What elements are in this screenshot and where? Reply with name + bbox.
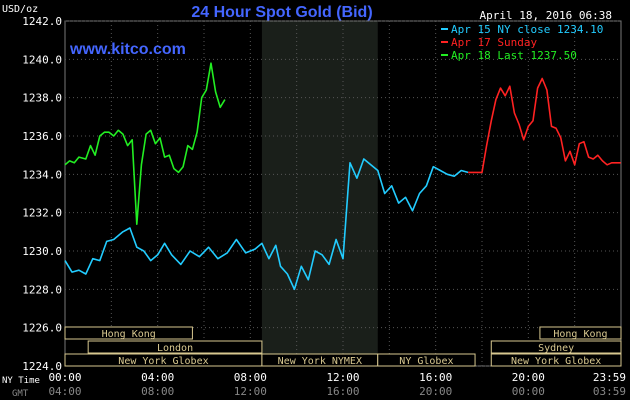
x-tick-label-gmt: 04:00 bbox=[48, 385, 81, 398]
y-tick-label: 1238.0 bbox=[22, 92, 62, 105]
x-tick-label-ny: 08:00 bbox=[234, 371, 267, 384]
x-tick-label-ny: 00:00 bbox=[48, 371, 81, 384]
x-tick-label-ny: 20:00 bbox=[512, 371, 545, 384]
session-label: New York Globex bbox=[511, 356, 601, 367]
nymex-hours-region bbox=[261, 21, 378, 366]
session-bar bbox=[490, 353, 622, 367]
session-label: New York NYMEX bbox=[278, 356, 362, 367]
x-tick-label-gmt: 20:00 bbox=[419, 385, 452, 398]
session-label: New York Globex bbox=[118, 356, 208, 367]
x-tick-label-gmt: 08:00 bbox=[141, 385, 174, 398]
gmt-axis-label: GMT bbox=[12, 389, 29, 399]
session-label: Sydney bbox=[538, 343, 574, 354]
session-bar bbox=[87, 340, 263, 354]
x-tick-label-ny: 04:00 bbox=[141, 371, 174, 384]
x-tick-label-gmt: 12:00 bbox=[234, 385, 267, 398]
y-tick-label: 1242.0 bbox=[22, 15, 62, 28]
legend-label: Apr 17 Sunday bbox=[451, 36, 537, 49]
session-bar bbox=[490, 340, 622, 354]
chart-series bbox=[64, 62, 621, 291]
chart-title: 24 Hour Spot Gold (Bid) bbox=[191, 4, 372, 21]
y-axis-unit: USD/oz bbox=[2, 4, 38, 15]
legend-label: Apr 15 NY close 1234.10 bbox=[451, 23, 603, 36]
x-tick-label-gmt: 16:00 bbox=[326, 385, 359, 398]
session-bar bbox=[539, 326, 622, 340]
session-label: Hong Kong bbox=[553, 329, 607, 340]
chart-date: April 18, 2016 06:38 bbox=[480, 9, 612, 22]
y-tick-label: 1232.0 bbox=[22, 207, 62, 220]
legend-label: Apr 18 Last 1237.50 bbox=[451, 49, 577, 62]
session-bar bbox=[377, 353, 476, 367]
y-tick-label: 1240.0 bbox=[22, 53, 62, 66]
y-tick-label: 1226.0 bbox=[22, 322, 62, 335]
website-label: www.kitco.com bbox=[69, 41, 186, 58]
series-line-2 bbox=[64, 62, 226, 225]
session-label: London bbox=[157, 343, 193, 354]
session-label: NY Globex bbox=[399, 356, 453, 367]
y-tick-label: 1230.0 bbox=[22, 245, 62, 258]
series-line-1 bbox=[468, 77, 621, 174]
chart-background bbox=[261, 21, 378, 366]
session-label: Hong Kong bbox=[102, 329, 156, 340]
session-bar bbox=[64, 326, 193, 340]
chart-axes: 1224.0 1226.0 1228.0 1230.0 1232.0 1234.0 1236… bbox=[2, 15, 626, 399]
y-tick-label: 1234.0 bbox=[22, 168, 62, 181]
y-tick-label: 1228.0 bbox=[22, 283, 62, 296]
ny-time-axis-label: NY Time bbox=[2, 376, 40, 386]
y-tick-label: 1224.0 bbox=[22, 360, 62, 373]
series-line-0 bbox=[64, 158, 469, 291]
y-tick-label: 1236.0 bbox=[22, 130, 62, 143]
x-tick-label-ny: 16:00 bbox=[419, 371, 452, 384]
x-tick-label-gmt: 03:59 bbox=[593, 385, 626, 398]
x-tick-label-ny: 12:00 bbox=[326, 371, 359, 384]
chart-grid bbox=[64, 20, 622, 367]
x-tick-label-gmt: 00:00 bbox=[512, 385, 545, 398]
x-tick-label-ny: 23:59 bbox=[593, 371, 626, 384]
